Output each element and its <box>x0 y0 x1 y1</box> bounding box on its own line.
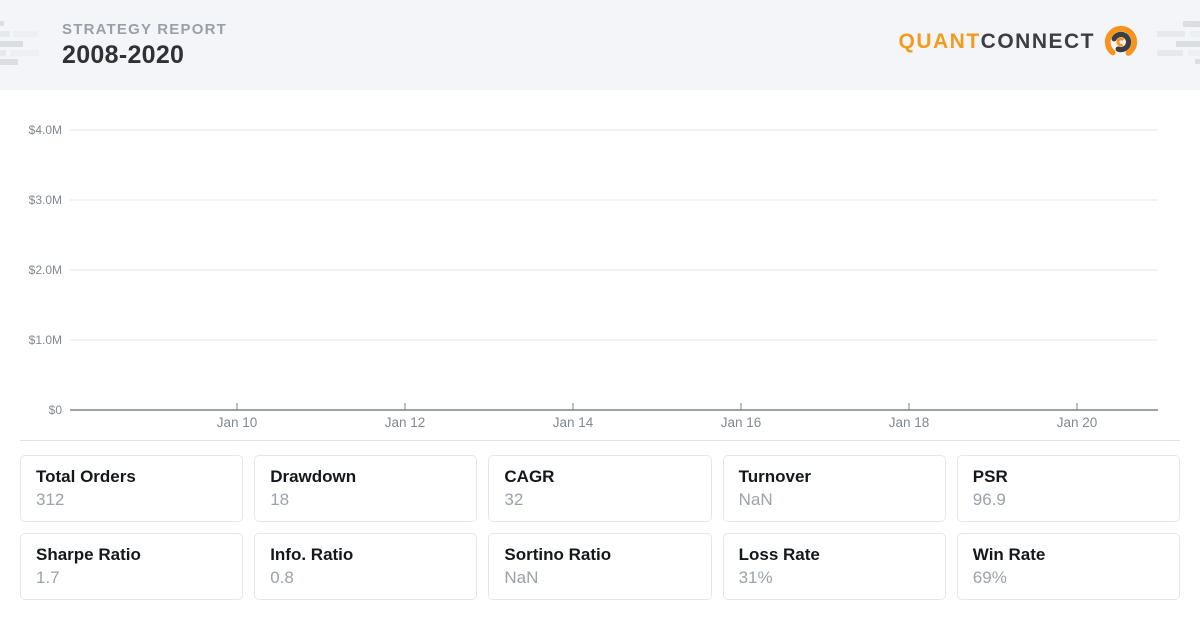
stat-card-sortino-ratio: Sortino Ratio NaN <box>488 533 712 600</box>
stat-label: CAGR <box>504 467 555 486</box>
quantconnect-spiral-icon <box>1104 25 1138 59</box>
stat-label: PSR <box>972 467 1008 486</box>
stat-label: Sharpe Ratio <box>36 545 141 564</box>
equity-chart-canvas: $4.0M $3.0M $2.0M $1.0M $0 Jan 10 Jan 12 Jan 14… <box>29 123 1158 430</box>
report-header: STRATEGY REPORT 2008-2020 QUANTCONNECT <box>0 0 1200 90</box>
stat-card-win-rate: Win Rate 69% <box>956 533 1180 600</box>
stat-card-loss-rate: Loss Rate 31% <box>722 533 946 600</box>
stat-card-drawdown: Drawdown 18 <box>254 455 478 522</box>
stat-label: Sortino Ratio <box>504 545 612 564</box>
stat-card-turnover: Turnover NaN <box>722 455 946 522</box>
stat-card-sharpe-ratio: Sharpe Ratio 1.7 <box>20 533 244 600</box>
stat-card-cagr: CAGR 32 <box>488 455 712 522</box>
stat-value: 1.7 <box>36 567 60 587</box>
stat-card-total-orders: Total Orders 312 <box>20 455 244 522</box>
quantconnect-logo: QUANTCONNECT <box>898 23 1140 61</box>
chart-tick-label: Jan 16 <box>721 415 762 430</box>
stat-value: 18 <box>270 489 290 509</box>
report-label: STRATEGY REPORT <box>62 21 227 38</box>
equity-chart: $4.0M $3.0M $2.0M $1.0M $0 Jan 10 Jan 12 Jan 14… <box>0 90 1200 445</box>
stat-label: Win Rate <box>972 545 1046 564</box>
quantconnect-wordmark: QUANTCONNECT <box>898 30 1095 54</box>
stat-value: 0.8 <box>270 567 294 587</box>
stat-card-info-ratio: Info. Ratio 0.8 <box>254 533 478 600</box>
chart-tick-label: Jan 18 <box>889 415 930 430</box>
report-title-block: STRATEGY REPORT 2008-2020 <box>62 21 227 70</box>
chart-tick-label: $2.0M <box>29 263 62 277</box>
section-divider <box>20 440 1180 441</box>
report-period: 2008-2020 <box>62 41 185 69</box>
chart-tick-label: Jan 14 <box>553 415 594 430</box>
stat-label: Turnover <box>738 467 812 486</box>
stat-value: 31% <box>738 567 773 587</box>
stat-label: Loss Rate <box>738 545 820 564</box>
chart-tick-label: $1.0M <box>29 333 62 347</box>
chart-tick-label: Jan 10 <box>217 415 258 430</box>
stat-value: 96.9 <box>972 489 1006 509</box>
stat-value: 69% <box>972 567 1007 587</box>
stat-value: 312 <box>36 489 65 509</box>
stat-value: 32 <box>504 489 524 509</box>
chart-tick-label: $0 <box>49 403 63 417</box>
stat-value: NaN <box>504 567 539 587</box>
chart-tick-label: Jan 20 <box>1057 415 1098 430</box>
decorative-bars-right <box>1080 20 1200 70</box>
stats-grid: Total Orders 312 Drawdown 18 CAGR 32 Tur… <box>20 455 1180 600</box>
stat-label: Total Orders <box>36 467 136 486</box>
stat-label: Info. Ratio <box>270 545 354 564</box>
brand-quant-text: QUANT <box>898 30 981 53</box>
chart-tick-label: $4.0M <box>29 123 62 137</box>
chart-tick-label: Jan 12 <box>385 415 426 430</box>
chart-tick-label: $3.0M <box>29 193 62 207</box>
stat-card-psr: PSR 96.9 <box>956 455 1180 522</box>
brand-connect-text: CONNECT <box>980 30 1095 53</box>
decorative-bars-left <box>0 20 120 70</box>
stat-label: Drawdown <box>270 467 357 486</box>
stat-value: NaN <box>738 489 773 509</box>
